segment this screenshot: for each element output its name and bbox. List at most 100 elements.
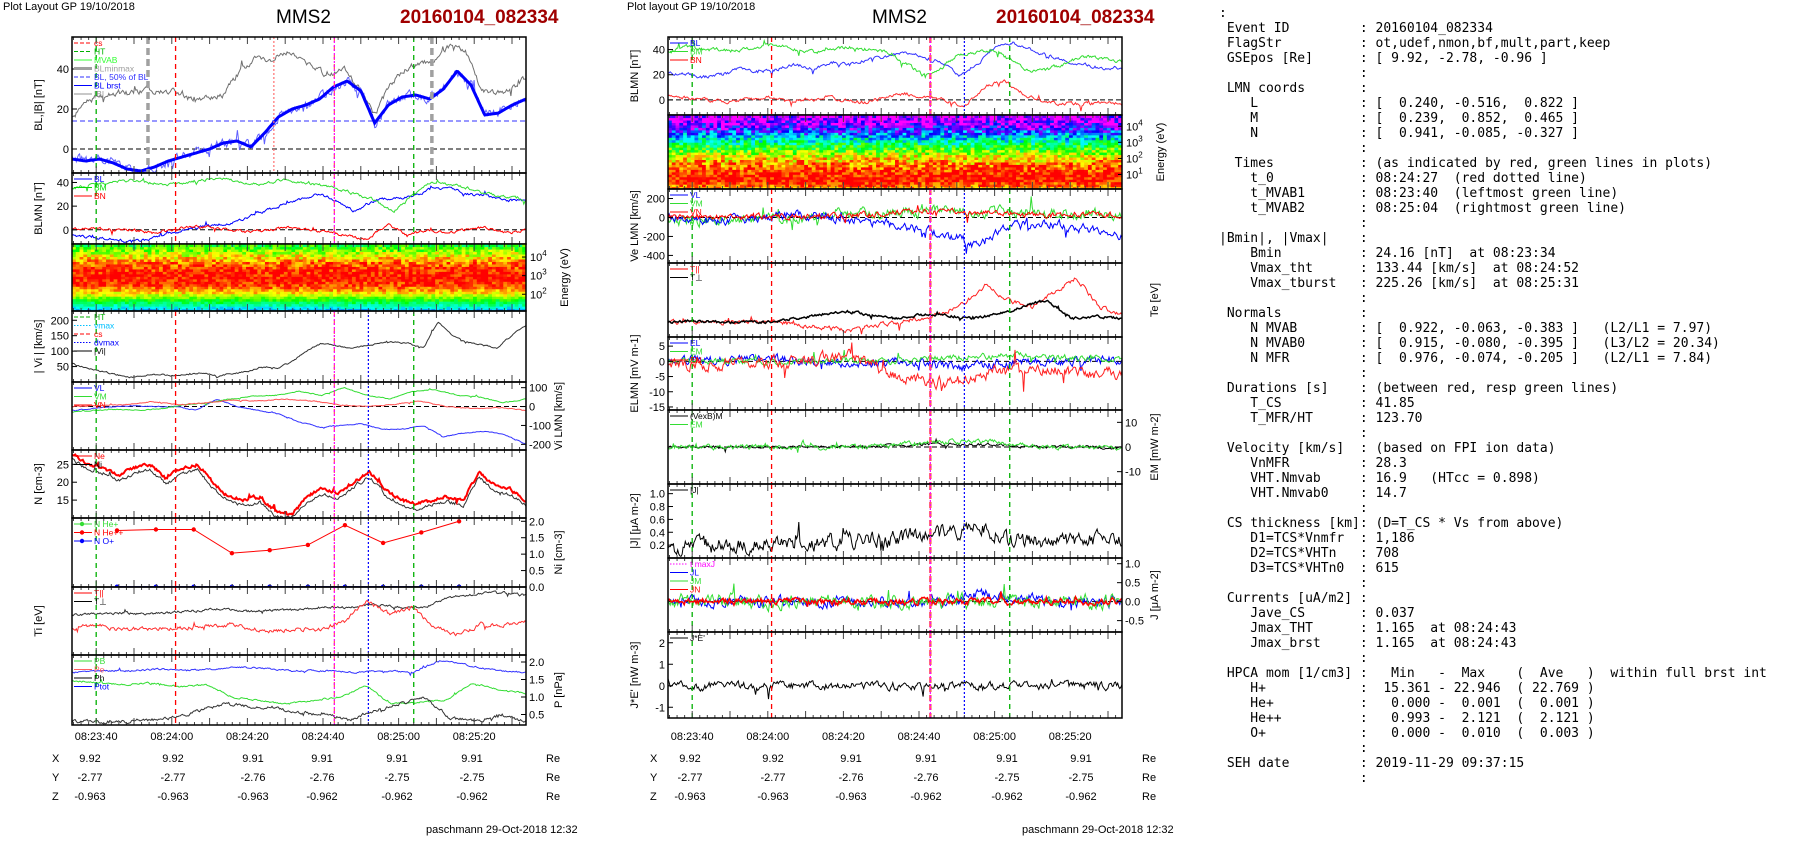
spectrogram-cell	[121, 266, 126, 270]
spectrogram-cell	[79, 288, 84, 292]
spectrogram-cell	[162, 291, 168, 295]
spectrogram-cell	[140, 303, 145, 307]
spectrogram-cell	[109, 286, 115, 290]
position-value: -0.963	[157, 791, 188, 803]
spectrogram-cell	[310, 268, 315, 272]
legend-label: T⊥	[94, 597, 107, 607]
spectrogram-cell	[306, 296, 311, 300]
spectrogram-cell	[200, 288, 206, 292]
spectrogram-cell	[151, 281, 156, 285]
spectrogram-cell	[317, 266, 323, 270]
spectrogram-cell	[268, 291, 274, 295]
spectrogram-cell	[136, 301, 141, 305]
spectrogram-cell	[106, 281, 111, 285]
spectrogram-cell	[132, 293, 137, 297]
spectrogram-cell	[230, 271, 236, 275]
spectrogram-cell	[253, 253, 258, 258]
y-axis-label: BLMN [nT]	[33, 182, 45, 235]
y-tick-label: 0	[529, 402, 535, 414]
spectrogram-cell	[234, 308, 240, 311]
spectrogram-cell	[344, 296, 349, 300]
spectrogram-cell	[170, 276, 175, 280]
spectrogram-cell	[162, 288, 168, 292]
spectrogram-cell	[310, 266, 315, 270]
spectrogram-cell	[246, 296, 251, 300]
spectrogram-cell	[155, 278, 160, 282]
spectrogram-cell	[200, 291, 206, 295]
footer-left: paschmann 29-Oct-2018 12:32	[426, 824, 578, 836]
spectrogram-cell	[234, 306, 240, 310]
spectrogram-cell	[280, 266, 285, 270]
spectrogram-cell	[287, 276, 293, 280]
spectrogram-cell	[291, 286, 296, 290]
spectrogram-cell	[249, 298, 255, 302]
spectrogram-cell	[249, 278, 255, 282]
spectrogram-cell	[314, 286, 319, 290]
spectrogram-cell	[90, 251, 96, 255]
spectrogram-cell	[132, 246, 137, 250]
spectrogram-cell	[159, 303, 164, 307]
spectrogram-cell	[340, 263, 345, 267]
spectrogram-cell	[166, 261, 171, 265]
spectrogram-cell	[329, 303, 334, 307]
spectrogram-cell	[314, 266, 319, 270]
spectrogram-cell	[246, 303, 251, 307]
spectrogram-cell	[113, 291, 118, 295]
spectrogram-cell	[98, 244, 103, 248]
spectrogram-cell	[333, 256, 338, 260]
spectrogram-cell	[204, 298, 209, 302]
spectrogram-cell	[189, 273, 194, 277]
spectrogram-cell	[121, 263, 126, 267]
position-unit: Re	[546, 772, 560, 784]
spectrogram-cell	[140, 293, 145, 297]
spectrogram-cell	[147, 296, 153, 300]
spectrogram-cell	[272, 296, 277, 300]
spectrogram-cell	[151, 293, 156, 297]
spectrogram-cell	[208, 268, 213, 272]
spectrogram-cell	[166, 246, 171, 250]
spectrogram-cell	[102, 306, 107, 310]
position-value: -2.76	[309, 772, 334, 784]
spectrogram-cell	[223, 273, 228, 277]
spectrogram-cell	[151, 258, 156, 262]
spectrogram-cell	[344, 273, 349, 277]
spectrogram-cell	[329, 291, 334, 295]
spectrogram-cell	[121, 271, 126, 275]
spectrogram-cell	[215, 253, 221, 258]
spectrogram-cell	[177, 244, 183, 248]
spectrogram-cell	[211, 306, 217, 310]
spectrogram-cell	[249, 248, 255, 253]
spectrogram-cell	[94, 246, 100, 250]
legend-label: BL brst	[94, 81, 121, 91]
spectrogram-cell	[234, 246, 240, 250]
spectrogram-cell	[159, 253, 164, 258]
spectrogram-cell	[181, 298, 187, 302]
spectrogram-cell	[238, 248, 243, 253]
y-tick-label: 40	[653, 45, 665, 57]
spectrogram-cell	[208, 261, 213, 265]
spectrogram-cell	[211, 253, 217, 258]
spectrogram-cell	[310, 248, 315, 253]
spectrogram-cell	[136, 293, 141, 297]
spectrogram-cell	[264, 286, 270, 290]
spectrogram-cell	[325, 281, 330, 285]
spectrogram-cell	[155, 301, 160, 305]
spectrogram-cell	[310, 298, 315, 302]
spectrogram-cell	[242, 308, 247, 311]
spectrogram-cell	[193, 301, 198, 305]
spectrogram-cell	[299, 276, 304, 280]
spectrogram-cell	[257, 271, 262, 275]
series-BN	[668, 79, 1122, 112]
spectrogram-cell	[166, 283, 171, 287]
spectrogram-cell	[283, 278, 289, 282]
spectrogram-cell	[140, 308, 145, 311]
spectrogram-cell	[94, 261, 100, 265]
position-value: -2.77	[160, 772, 185, 784]
spectrogram-cell	[170, 271, 175, 275]
energy-tick-base: 10	[530, 271, 542, 283]
spectrogram-cell	[227, 271, 232, 275]
spectrogram-cell	[230, 268, 236, 272]
spectrogram-cell	[185, 244, 190, 248]
spectrogram-cell	[321, 286, 327, 290]
spectrogram-cell	[132, 248, 137, 253]
